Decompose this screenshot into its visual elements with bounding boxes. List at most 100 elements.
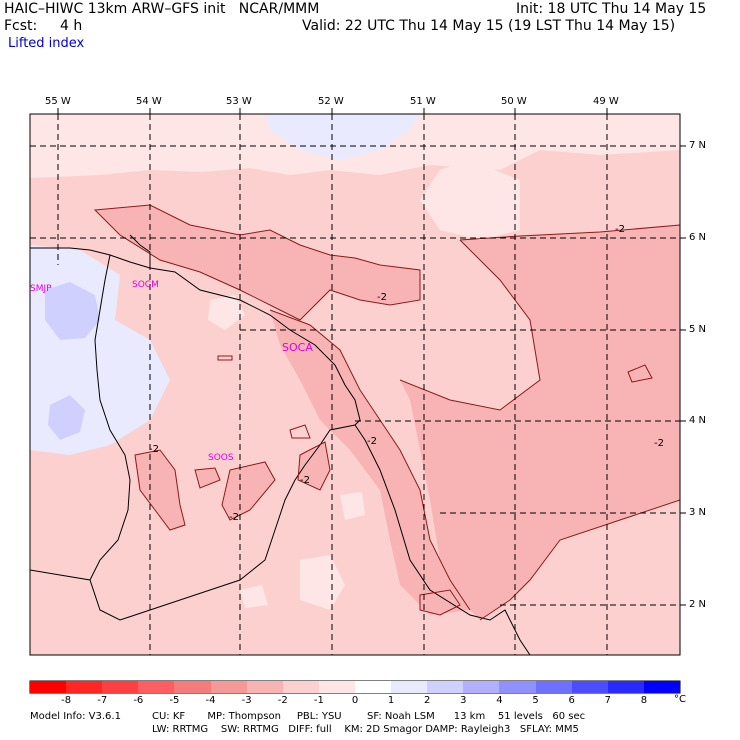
field-area-light-5	[420, 160, 520, 240]
field-area-lower-5	[222, 462, 275, 520]
station-label: SOCM	[132, 280, 159, 290]
colorbar-swatch	[499, 681, 536, 693]
contour-line	[289, 424, 311, 439]
colorbar-swatch	[246, 681, 283, 693]
colorbar-swatch	[607, 681, 644, 693]
colorbar-swatch	[571, 681, 608, 693]
forecast-label: Fcst:	[4, 18, 38, 34]
coastline	[30, 267, 361, 621]
contour-line	[221, 461, 276, 521]
model-title: HAIC–HIWC 13km ARW–GFS init NCAR/MMM	[4, 1, 320, 17]
field-area-light-3	[340, 492, 365, 520]
country-border-west	[30, 247, 151, 269]
colorbar-label: 7	[604, 695, 611, 706]
latitude-label: 2 N	[689, 599, 707, 610]
colorbar-label: 3	[460, 695, 467, 706]
colorbar-label: -8	[61, 695, 72, 706]
field-name: Lifted index	[8, 36, 85, 51]
colorbar-label: -4	[205, 695, 216, 706]
latitude-label: 3 N	[689, 507, 707, 518]
colorbar-swatch	[282, 681, 319, 693]
contour-label: -2	[149, 444, 159, 455]
init-time: Init: 18 UTC Thu 14 May 15	[516, 1, 707, 17]
field-area-lower-3	[400, 225, 680, 620]
contour-line	[269, 309, 471, 611]
longitude-label: 51 W	[410, 96, 436, 107]
contour-line	[134, 449, 186, 531]
contour-line	[419, 589, 461, 616]
field-area-positive-west-2	[45, 282, 100, 340]
latitude-label: 5 N	[689, 324, 707, 335]
field-area-lower-8	[420, 590, 460, 615]
contour-label: -2	[615, 224, 625, 235]
field-area-lower-4	[135, 450, 185, 530]
physics-line-2: LW: RRTMG SW: RRTMG DIFF: full KM: 2D Sm…	[152, 724, 579, 735]
contour-label: -2	[367, 436, 377, 447]
forecast-hours: 4 h	[60, 18, 83, 34]
colorbar-swatch	[66, 681, 103, 693]
colorbar-swatch	[354, 681, 392, 693]
station-label: SOCA	[282, 341, 313, 354]
station-label: SOOS	[208, 453, 234, 463]
station-label: SMJP	[30, 284, 52, 294]
contour-line	[627, 364, 653, 383]
contour-line	[217, 355, 233, 361]
contour-label: -2	[377, 292, 387, 303]
contour-label: -2	[300, 475, 310, 486]
contour-label: -2	[229, 512, 239, 523]
colorbar-swatch	[643, 681, 680, 693]
colorbar-swatch	[30, 681, 67, 693]
country-border-guyane	[354, 424, 531, 655]
colorbar-label: -3	[241, 695, 252, 706]
latitude-label: 7 N	[689, 140, 707, 151]
physics-line-1: CU: KF MP: Thompson PBL: YSU SF: Noah LS…	[152, 711, 586, 722]
field-area-light-4	[240, 585, 268, 608]
longitude-label: 53 W	[226, 96, 252, 107]
contour-line	[297, 441, 331, 491]
latitude-label: 4 N	[689, 415, 707, 426]
longitude-label: 49 W	[593, 96, 619, 107]
model-info: Model Info: V3.6.1	[30, 711, 121, 722]
colorbar-label: 2	[424, 695, 431, 706]
colorbar-swatch	[427, 681, 464, 693]
colorbar-swatch	[174, 681, 211, 693]
field-area-light-2	[300, 555, 345, 610]
field-area-positive-north	[265, 114, 420, 160]
map-frame	[29, 113, 681, 656]
colorbar-label: -5	[169, 695, 180, 706]
colorbar-swatch	[391, 681, 428, 693]
field-area-positive-west-3	[48, 395, 85, 440]
colorbar	[30, 681, 680, 693]
colorbar-swatch	[102, 681, 139, 693]
longitude-label: 52 W	[318, 96, 344, 107]
colorbar-label: 6	[568, 695, 575, 706]
field-area-light-1	[208, 295, 245, 330]
colorbar-swatch	[535, 681, 572, 693]
field-area-lower-2	[270, 310, 470, 615]
colorbar-swatch	[463, 681, 500, 693]
colorbar-label: -1	[313, 695, 324, 706]
colorbar-label: 4	[496, 695, 503, 706]
colorbar-label: -6	[133, 695, 144, 706]
colorbar-swatch	[138, 681, 175, 693]
colorbar-swatch	[210, 681, 247, 693]
contour-line	[93, 204, 421, 321]
field-area-lower-6	[195, 468, 220, 488]
colorbar-unit: °C	[674, 694, 686, 705]
colorbar-label: 0	[351, 695, 359, 706]
latitude-label: 6 N	[689, 232, 707, 243]
longitude-label: 54 W	[136, 96, 162, 107]
valid-time: Valid: 22 UTC Thu 14 May 15 (19 LST Thu …	[302, 18, 676, 34]
field-area-lower-1	[95, 205, 420, 320]
colorbar-label: 8	[640, 695, 648, 706]
contour-line	[194, 467, 221, 489]
longitude-label: 55 W	[45, 96, 71, 107]
longitude-label: 50 W	[501, 96, 527, 107]
field-area-lower-7	[298, 442, 330, 490]
colorbar-label: -2	[277, 695, 288, 706]
colorbar-label: 5	[532, 695, 539, 706]
colorbar-swatch	[318, 681, 355, 693]
contour-label: -2	[654, 438, 664, 449]
colorbar-label: 1	[387, 695, 395, 706]
